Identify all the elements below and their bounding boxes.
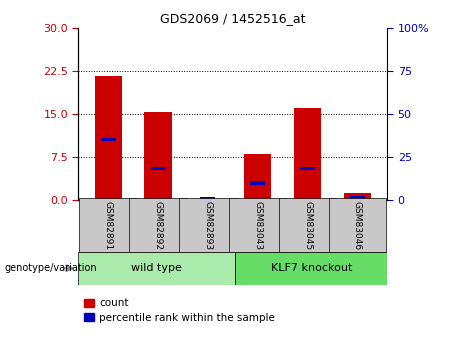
FancyBboxPatch shape	[329, 198, 386, 252]
FancyBboxPatch shape	[229, 198, 286, 252]
Bar	[95, 77, 122, 200]
Text: GSM82891: GSM82891	[104, 200, 113, 250]
Text: GSM83046: GSM83046	[353, 200, 362, 250]
Bar	[100, 138, 116, 141]
FancyBboxPatch shape	[79, 198, 137, 252]
FancyBboxPatch shape	[78, 252, 235, 285]
Bar	[151, 167, 165, 170]
Bar	[144, 112, 172, 200]
FancyBboxPatch shape	[179, 198, 236, 252]
Text: GSM82893: GSM82893	[203, 200, 213, 250]
Bar	[350, 196, 365, 199]
Text: GSM83043: GSM83043	[253, 200, 262, 250]
Text: KLF7 knockout: KLF7 knockout	[271, 263, 352, 273]
Bar	[343, 193, 371, 200]
FancyBboxPatch shape	[129, 198, 187, 252]
Bar	[194, 199, 222, 200]
Text: wild type: wild type	[131, 263, 182, 273]
Text: genotype/variation: genotype/variation	[5, 264, 97, 273]
FancyBboxPatch shape	[279, 198, 337, 252]
Text: GSM83045: GSM83045	[303, 200, 312, 250]
Bar	[250, 181, 265, 185]
Bar	[201, 197, 215, 200]
Bar	[294, 108, 321, 200]
Text: GSM82892: GSM82892	[154, 200, 163, 250]
Bar	[244, 154, 272, 200]
Legend: count, percentile rank within the sample: count, percentile rank within the sample	[83, 298, 275, 323]
Title: GDS2069 / 1452516_at: GDS2069 / 1452516_at	[160, 12, 306, 25]
FancyBboxPatch shape	[235, 252, 387, 285]
Bar	[300, 167, 315, 170]
